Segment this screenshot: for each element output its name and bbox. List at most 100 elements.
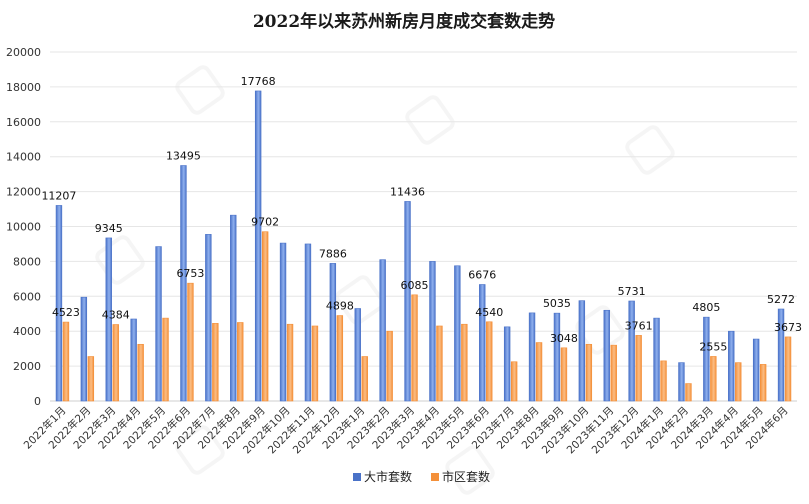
chart-title: 2022年以来苏州新房月度成交套数走势 [253, 11, 555, 32]
bar-da-shi [678, 362, 685, 402]
legend-swatch-da-shi [353, 473, 361, 481]
y-tick-label: 18000 [6, 81, 41, 94]
data-label-shi-qu: 4523 [52, 306, 80, 319]
bar-da-shi [279, 242, 287, 402]
y-tick-label: 2000 [13, 360, 41, 373]
bar-shi-qu [486, 321, 493, 402]
bar-shi-qu [735, 362, 742, 402]
data-label-da-shi: 17768 [241, 75, 276, 88]
y-tick-label: 14000 [6, 151, 41, 164]
bar-shi-qu [710, 356, 717, 402]
bar-da-shi [728, 330, 735, 402]
bar-da-shi [304, 243, 312, 402]
bar-da-shi [528, 312, 536, 402]
bar-da-shi [155, 246, 162, 402]
bar-da-shi [230, 214, 237, 402]
bar-shi-qu [311, 325, 319, 402]
y-tick-label: 6000 [13, 290, 41, 303]
y-tick-label: 16000 [6, 116, 41, 129]
watermark-mark [405, 95, 455, 145]
data-label-da-shi: 5272 [767, 293, 795, 306]
bar-shi-qu [386, 330, 393, 402]
bar-shi-qu [759, 364, 767, 402]
legend-label-shi-qu: 市区套数 [442, 469, 490, 484]
data-label-shi-qu: 3761 [625, 319, 653, 332]
bar-da-shi [354, 308, 361, 402]
bar-shi-qu [62, 321, 70, 402]
bar-da-shi [752, 338, 760, 402]
data-label-da-shi: 11207 [41, 189, 76, 202]
bar-da-shi [703, 316, 710, 402]
bar-da-shi [503, 326, 511, 402]
watermark-mark [175, 425, 225, 475]
bar-shi-qu [560, 347, 568, 402]
bar-shi-qu [635, 335, 642, 402]
data-label-da-shi: 4805 [692, 301, 720, 314]
bar-da-shi [777, 308, 785, 402]
watermark-mark [335, 275, 385, 325]
bar-shi-qu [784, 336, 792, 402]
bar-shi-qu [336, 315, 344, 402]
data-label-shi-qu: 3673 [774, 321, 802, 334]
bar-da-shi [429, 261, 436, 402]
y-tick-label: 4000 [13, 325, 41, 338]
data-label-shi-qu: 2555 [699, 340, 727, 353]
bar-da-shi [80, 296, 88, 402]
data-label-da-shi: 5035 [543, 297, 571, 310]
bar-da-shi [180, 165, 187, 402]
bar-shi-qu [411, 294, 418, 402]
y-axis-ticks: 0 2000 4000 6000 8000 10000 12000 14000 16000 180… [6, 46, 41, 408]
data-label-da-shi: 11436 [390, 185, 425, 198]
y-tick-label: 8000 [13, 255, 41, 268]
data-label-shi-qu: 9702 [251, 216, 279, 229]
y-tick-label: 20000 [6, 46, 41, 59]
legend: 大市套数 市区套数 [353, 469, 490, 484]
bar-shi-qu [461, 323, 468, 402]
bar-da-shi [553, 312, 561, 402]
bar-da-shi [603, 309, 610, 402]
bar-shi-qu [510, 361, 518, 402]
bar-shi-qu [361, 356, 368, 402]
bar-da-shi [628, 300, 635, 402]
bar-da-shi [130, 318, 137, 402]
data-labels: 11207 4523 9345 4384 13495 6753 17768 9702 7886 4… [41, 75, 802, 353]
bar-shi-qu [436, 325, 443, 402]
watermark-mark [95, 235, 145, 285]
data-label-da-shi: 7886 [319, 247, 347, 260]
bar-shi-qu [137, 343, 144, 402]
data-label-shi-qu: 6085 [401, 279, 429, 292]
bar-da-shi [379, 259, 386, 402]
bar-shi-qu [610, 344, 617, 402]
y-tick-label: 0 [34, 395, 41, 408]
bar-shi-qu [212, 323, 219, 402]
data-label-shi-qu: 3048 [550, 332, 578, 345]
bar-shi-qu [286, 323, 294, 402]
data-label-da-shi: 5731 [618, 285, 646, 298]
bar-da-shi [653, 317, 660, 402]
bar-da-shi [454, 265, 461, 402]
bar-da-shi [329, 263, 337, 402]
legend-swatch-shi-qu [431, 473, 439, 481]
data-label-shi-qu: 4384 [102, 309, 130, 322]
bar-shi-qu [685, 383, 692, 402]
watermark-mark [445, 445, 495, 495]
bar-da-shi [479, 284, 486, 402]
watermark-mark [175, 65, 225, 115]
data-label-shi-qu: 4898 [326, 300, 354, 313]
bar-da-shi [205, 234, 212, 402]
bar-da-shi [578, 300, 586, 402]
bar-shi-qu [261, 231, 269, 402]
x-axis-ticks: 2022年1月2022年2月2022年3月2022年4月2022年5月2022年… [21, 404, 791, 456]
bar-da-shi [254, 90, 262, 402]
bar-shi-qu [585, 343, 593, 402]
y-tick-label: 12000 [6, 186, 41, 199]
bar-shi-qu [162, 317, 169, 402]
data-label-da-shi: 6676 [468, 269, 496, 282]
bar-shi-qu [237, 322, 244, 402]
bar-shi-qu [187, 282, 194, 402]
watermark-mark [625, 125, 675, 175]
bar-shi-qu [535, 342, 543, 402]
bars [55, 90, 792, 402]
gridlines [50, 51, 797, 367]
